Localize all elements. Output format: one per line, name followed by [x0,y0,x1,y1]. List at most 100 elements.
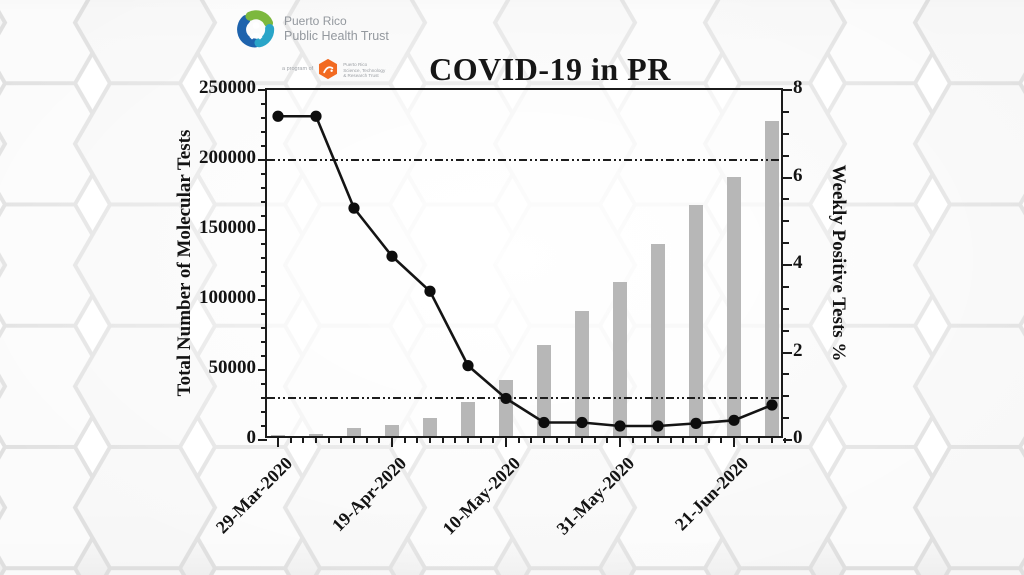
tests-bar [765,121,779,436]
plot-area [258,88,792,447]
right-minor-tick [783,395,789,398]
tests-bar [347,428,361,436]
bottom-minor-tick [340,438,343,443]
data-point-marker [538,416,550,429]
org-logo-block: Puerto Rico Public Health Trust a progra… [232,6,422,86]
left-minor-tick [261,215,267,217]
bottom-minor-tick [517,438,520,443]
left-axis-tick-label: 150000 [199,217,256,238]
bottom-minor-tick [631,438,634,443]
right-minor-tick [783,198,789,201]
bottom-minor-tick [783,438,786,443]
right-minor-tick [783,285,789,288]
tests-bar [651,244,665,436]
left-major-tick [258,369,267,371]
bottom-major-tick [733,438,735,447]
bottom-minor-tick [581,438,583,443]
program-attribution: a program of Puerto Rico Science, Techno… [282,58,385,80]
bottom-minor-tick [479,438,482,443]
left-minor-tick [261,187,267,189]
right-major-tick [783,264,792,266]
bottom-minor-tick [289,438,292,443]
left-major-tick [258,89,267,91]
right-axis-tick-label: 0 [793,427,803,448]
bottom-minor-tick [467,438,469,443]
bottom-major-tick [391,438,393,447]
data-point-marker [728,414,740,426]
right-minor-tick [783,110,789,113]
bottom-minor-tick [695,438,697,443]
bottom-minor-tick [302,438,305,443]
tests-bar [537,345,551,436]
positivity-line [278,114,773,428]
reference-line [267,159,781,161]
tests-bar [461,402,475,436]
bottom-minor-tick [669,438,672,443]
bottom-minor-tick [745,438,748,443]
tests-bar [689,205,703,436]
org-name: Puerto Rico Public Health Trust [284,14,389,43]
bottom-minor-tick [365,438,368,443]
left-axis-title: Total Number of Molecular Tests [174,129,195,397]
org-name-line1: Puerto Rico [284,14,347,28]
left-minor-tick [261,411,267,413]
left-minor-tick [261,383,267,385]
org-name-line2: Public Health Trust [284,28,389,43]
left-minor-tick [261,173,267,175]
left-minor-tick [261,341,267,343]
right-minor-tick [783,220,789,223]
public-health-trust-logo-icon [237,10,275,48]
left-minor-tick [261,285,267,287]
reference-line [267,397,781,399]
left-minor-tick [261,243,267,245]
left-axis-tick-label: 50000 [208,357,257,378]
tests-bar [271,435,285,436]
left-minor-tick [261,103,267,105]
data-point-marker [386,250,398,262]
right-minor-tick [783,307,789,310]
bottom-minor-tick [353,438,355,443]
tests-bar [575,311,589,436]
bottom-major-tick [619,438,621,447]
tests-bar [423,417,437,436]
left-major-tick [258,299,267,301]
right-minor-tick [783,373,789,376]
bottom-minor-tick [555,438,558,443]
left-minor-tick [261,327,267,329]
bottom-minor-tick [657,438,659,443]
data-point-marker [272,110,284,122]
bottom-minor-tick [530,438,533,443]
right-major-tick [783,439,792,441]
left-axis-tick-label: 250000 [199,77,256,98]
program-prefix-text: a program of [282,66,314,72]
bottom-major-tick [505,438,507,447]
data-point-marker [310,110,322,122]
bottom-minor-tick [492,438,495,443]
data-point-marker [348,202,360,214]
right-minor-tick [783,329,789,332]
bottom-minor-tick [771,438,773,443]
positivity-line-layer [272,110,778,432]
bottom-minor-tick [416,438,419,443]
right-major-tick [783,176,792,179]
bottom-minor-tick [707,438,710,443]
bottom-minor-tick [758,438,761,443]
bottom-minor-tick [568,438,571,443]
bottom-minor-tick [441,438,444,443]
left-major-tick [258,229,267,231]
bottom-minor-tick [454,438,457,443]
program-org-line1: Puerto Rico [343,62,368,67]
data-point-marker [462,360,474,372]
bottom-minor-tick [644,438,647,443]
bottom-minor-tick [315,438,317,443]
program-org-line2: Science, Technology [343,67,386,73]
data-point-marker [690,417,702,429]
tests-bar [385,424,399,436]
left-axis-tick-label: 200000 [199,147,256,168]
left-minor-tick [261,425,267,427]
left-minor-tick [261,131,267,133]
bottom-major-tick [277,438,279,447]
left-axis-tick-label: 0 [246,427,257,448]
bottom-minor-tick [327,438,330,443]
left-minor-tick [261,313,267,315]
